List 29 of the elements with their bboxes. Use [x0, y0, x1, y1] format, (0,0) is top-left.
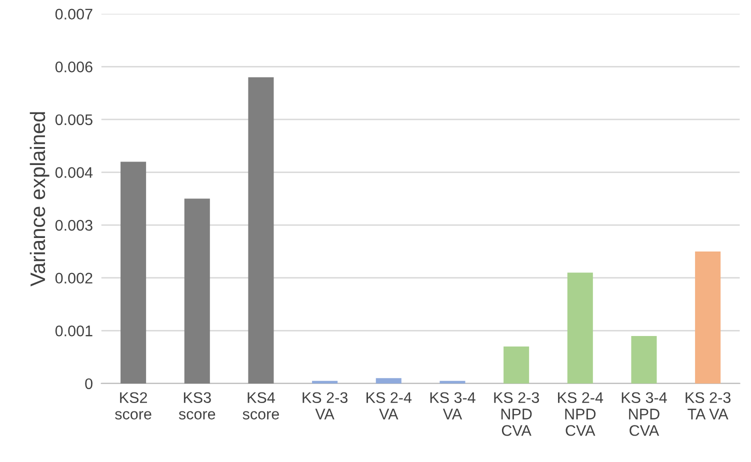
y-tick-label: 0.004 [55, 167, 93, 178]
bar [504, 346, 530, 384]
y-tick-label: 0 [85, 378, 92, 390]
bar [312, 380, 338, 384]
bar [248, 77, 274, 384]
x-tick-label: KS 2-4 VA [366, 392, 412, 420]
y-tick-label: 0.005 [55, 114, 92, 126]
x-tick-label: KS 2-3 TA VA [686, 392, 730, 420]
x-tick-label: KS4 score [242, 392, 279, 420]
x-tick-label: KS3 score [178, 392, 216, 420]
x-tick-label: KS 2-3 VA [302, 392, 348, 420]
bar [376, 378, 402, 384]
y-tick-label: 0.002 [55, 272, 92, 284]
y-axis-title: Variance explained [30, 112, 50, 286]
bar [120, 162, 146, 384]
bar [631, 336, 657, 384]
x-tick-label: KS 2-3 NPD CVA [494, 392, 539, 436]
y-tick-label: 0.003 [55, 220, 92, 231]
x-tick-label: KS2 score [115, 392, 152, 420]
bar [184, 198, 210, 384]
bar [567, 272, 593, 384]
y-tick-label: 0.007 [55, 8, 92, 20]
bar [440, 380, 466, 384]
bar [695, 251, 721, 384]
x-tick-label: KS 2-4 NPD CVA [558, 392, 604, 436]
y-tick-label: 0.001 [55, 326, 92, 336]
x-tick-label: KS 3-4 NPD CVA [622, 392, 667, 436]
y-tick-label: 0.006 [55, 62, 92, 72]
x-tick-label: KS 3-4 VA [430, 392, 476, 420]
